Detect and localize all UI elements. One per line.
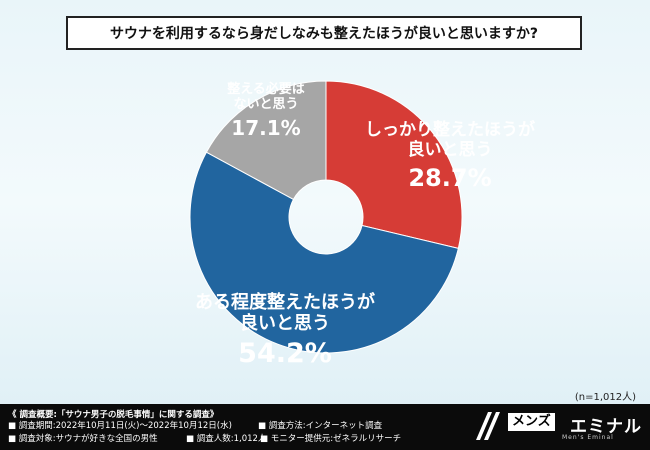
survey-method: ■ 調査方法:インターネット調査 xyxy=(258,421,383,431)
label-blue-pct: 54.2% xyxy=(238,338,332,370)
label-gray-line1: 整える必要は xyxy=(227,82,305,97)
label-gray-line2: ないと思う xyxy=(233,97,299,113)
donut-slice-0 xyxy=(325,80,463,249)
label-red: しっかり整えたほうが 良いと思う 28.7% xyxy=(340,120,560,192)
survey-target: ■ 調査対象:サウナが好きな全国の男性 xyxy=(8,434,158,444)
label-blue-line1: ある程度整えたほうが xyxy=(195,292,375,313)
brand-sub: Men's Eminal xyxy=(562,434,614,441)
brand-name: エミナル xyxy=(570,417,642,437)
label-red-line1: しっかり整えたほうが xyxy=(365,120,535,140)
chart-title: サウナを利用するなら身だしなみも整えたほうが良いと思いますか? xyxy=(66,16,582,50)
brand-mens: メンズ xyxy=(508,413,555,431)
survey-provider: ■ モニター提供元:ゼネラルリサーチ xyxy=(260,434,402,444)
label-blue-line2: 良いと思う xyxy=(240,313,330,335)
label-red-pct: 28.7% xyxy=(408,164,492,193)
donut-slice-1 xyxy=(189,151,459,354)
survey-count: ■ 調査人数:1,012人 xyxy=(186,434,267,444)
label-gray: 整える必要は ないと思う 17.1% xyxy=(196,82,336,140)
brand-mark-icon xyxy=(476,412,500,440)
survey-heading: 《 調査概要:「サウナ男子の脱毛事情」に関する調査》 xyxy=(8,410,219,420)
brand-logo: メンズ エミナル Men's Eminal xyxy=(472,406,642,446)
sample-size-note: (n=1,012人) xyxy=(574,392,636,403)
label-red-line2: 良いと思う xyxy=(407,140,493,161)
donut-slice-2 xyxy=(205,80,327,201)
label-gray-pct: 17.1% xyxy=(231,115,301,140)
survey-period: ■ 調査期間:2022年10月11日(火)〜2022年10月12日(水) xyxy=(8,421,232,431)
label-blue: ある程度整えたほうが 良いと思う 54.2% xyxy=(150,292,420,370)
